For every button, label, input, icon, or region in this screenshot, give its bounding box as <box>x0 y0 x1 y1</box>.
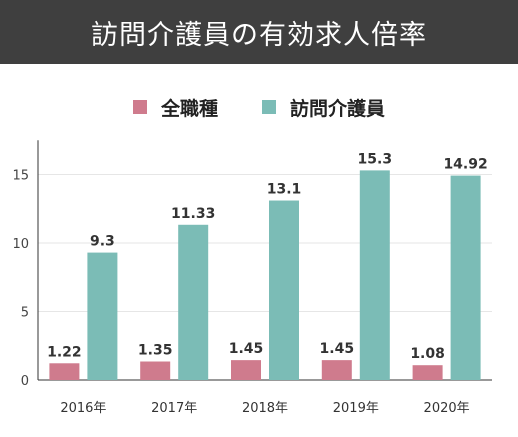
legend-item-all-jobs: 全職種 <box>132 94 218 121</box>
legend: 全職種 訪問介護員 <box>0 92 518 122</box>
x-tick-label: 2016年 <box>60 401 106 416</box>
legend-label-all-jobs: 全職種 <box>160 97 218 120</box>
bar <box>231 360 261 380</box>
bar <box>359 170 390 380</box>
x-tick-label: 2019年 <box>333 401 379 416</box>
data-label: 1.45 <box>320 341 355 357</box>
bar <box>140 361 171 380</box>
y-tick-label: 10 <box>12 237 29 252</box>
bar <box>450 175 481 380</box>
legend-swatch-home-care <box>262 100 276 114</box>
bar <box>269 200 299 380</box>
data-label: 1.22 <box>47 344 82 360</box>
data-label: 11.33 <box>171 206 215 222</box>
y-tick-label: 0 <box>21 374 29 389</box>
y-tick-label: 15 <box>12 169 29 184</box>
bar <box>412 365 443 380</box>
legend-label-home-care: 訪問介護員 <box>290 97 386 120</box>
bar <box>49 363 80 380</box>
data-label: 1.35 <box>138 343 173 359</box>
legend-item-home-care: 訪問介護員 <box>262 94 385 121</box>
data-label: 9.3 <box>90 234 115 250</box>
x-tick-label: 2017年 <box>151 401 197 416</box>
y-tick-label: 5 <box>21 306 29 321</box>
legend-swatch-all-jobs <box>132 100 147 114</box>
data-label: 1.45 <box>229 341 264 357</box>
data-label: 14.92 <box>443 157 487 173</box>
data-label: 1.08 <box>410 346 445 362</box>
x-tick-label: 2018年 <box>242 401 288 416</box>
x-tick-label: 2020年 <box>424 401 470 416</box>
data-label: 13.1 <box>267 182 302 198</box>
chart-title: 訪問介護員の有効求人倍率 <box>0 0 518 64</box>
data-label: 15.3 <box>358 151 393 167</box>
bar <box>87 252 118 380</box>
bar <box>178 224 209 380</box>
bar <box>321 360 352 380</box>
